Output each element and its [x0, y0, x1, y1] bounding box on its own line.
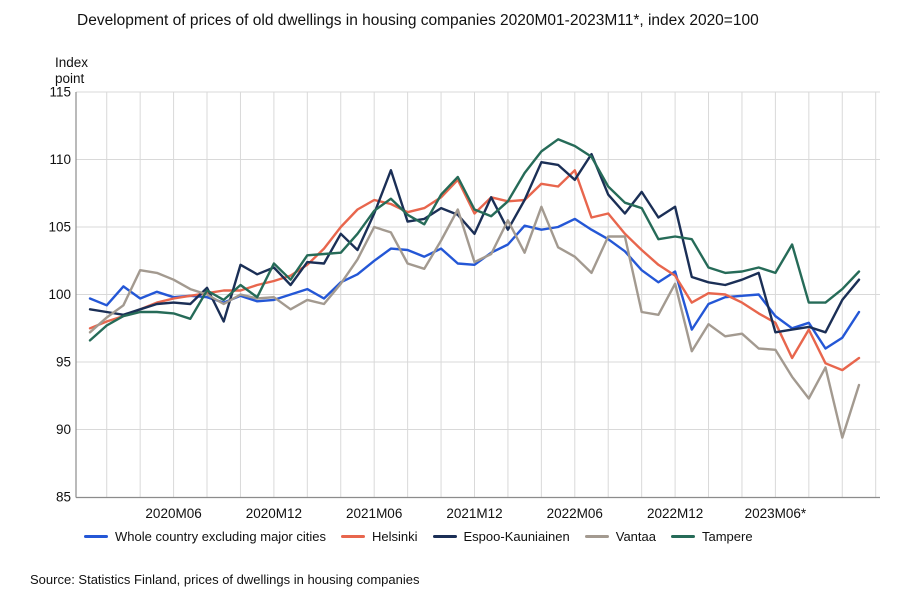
- line-chart: 115 110 105 100 95 90 85 2020M06 2020M12 2021M06 2…: [48, 85, 880, 521]
- x-axis-tick-label: 2022M12: [647, 506, 703, 521]
- legend-item-espoo-kauniainen: Espoo-Kauniainen: [432, 529, 570, 544]
- legend-swatch: [432, 535, 457, 538]
- chart-title: Development of prices of old dwellings i…: [77, 12, 759, 29]
- legend-label: Espoo-Kauniainen: [463, 529, 570, 544]
- legend-item-helsinki: Helsinki: [340, 529, 418, 544]
- legend-label: Tampere: [702, 529, 753, 544]
- series-line-tampere: [88, 138, 861, 342]
- legend-label: Helsinki: [371, 529, 418, 544]
- series-line-vantaa: [88, 205, 861, 439]
- legend-swatch: [340, 535, 365, 538]
- x-axis-tick-label: 2020M06: [145, 506, 201, 521]
- series-line-espoo-kauniainen: [88, 152, 861, 334]
- x-axis-tick-label: 2022M06: [547, 506, 603, 521]
- y-axis-unit-label: Index point: [55, 55, 89, 87]
- x-axis-tick-label: 2021M12: [446, 506, 502, 521]
- legend-label: Whole country excluding major cities: [115, 529, 326, 544]
- legend-swatch: [671, 535, 695, 538]
- y-axis-tick-label: 90: [56, 422, 71, 437]
- legend-swatch: [84, 535, 108, 538]
- source-note: Source: Statistics Finland, prices of dw…: [30, 572, 420, 587]
- legend-label: Vantaa: [615, 529, 656, 544]
- x-axis-tick-label: 2020M12: [246, 506, 302, 521]
- y-axis-tick-label: 100: [48, 287, 71, 302]
- legend-swatch: [584, 535, 609, 538]
- y-axis-tick-label: 85: [56, 490, 71, 505]
- series-line-helsinki: [88, 169, 861, 372]
- legend-item-tampere: Tampere: [671, 529, 753, 544]
- x-axis-tick-label: 2021M06: [346, 506, 402, 521]
- y-axis-tick-label: 110: [49, 152, 71, 167]
- legend-item-vantaa: Vantaa: [584, 529, 656, 544]
- legend: Whole country excluding major cities Hel…: [84, 529, 753, 544]
- legend-item-whole-country: Whole country excluding major cities: [84, 529, 326, 544]
- y-axis-tick-label: 95: [56, 355, 71, 370]
- y-axis-tick-label: 115: [49, 85, 71, 100]
- x-axis-tick-label: 2023M06*: [745, 506, 807, 521]
- y-axis-tick-label: 105: [48, 220, 71, 235]
